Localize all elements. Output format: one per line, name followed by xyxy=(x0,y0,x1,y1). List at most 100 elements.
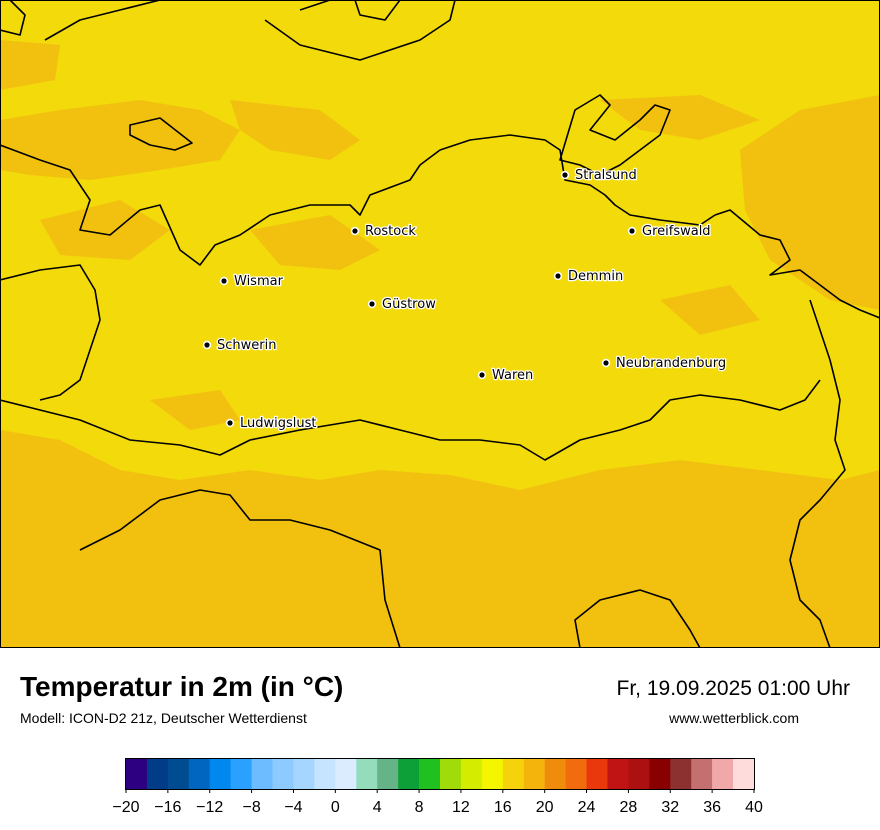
website-label: www.wetterblick.com xyxy=(669,710,799,726)
warm-area xyxy=(250,215,380,270)
colorbar-cell xyxy=(419,759,441,789)
border-line xyxy=(789,299,846,648)
colorbar-cell xyxy=(544,759,566,789)
colorbar-tick-label: 4 xyxy=(373,799,382,816)
border-line xyxy=(264,0,456,61)
city-label: Waren xyxy=(492,368,533,383)
colorbar-cell xyxy=(146,759,169,789)
colorbar-cell xyxy=(314,759,336,789)
border-line xyxy=(574,589,701,648)
warm-temperature-areas xyxy=(0,40,880,648)
warm-area xyxy=(230,100,360,160)
warm-area xyxy=(600,95,760,140)
colorbar-cell xyxy=(398,759,420,789)
colorbar-tick-label: 24 xyxy=(578,799,596,816)
city-label: Wismar xyxy=(234,274,284,289)
colorbar-cell xyxy=(481,759,504,789)
city-dot xyxy=(601,358,611,368)
city-dot xyxy=(202,340,212,350)
city-label: Demmin xyxy=(568,269,623,284)
warm-area xyxy=(40,200,170,260)
colorbar-tick-label: −20 xyxy=(112,799,139,816)
city-label: Ludwigslust xyxy=(240,416,317,431)
border-line xyxy=(44,0,161,41)
model-source: Modell: ICON-D2 21z, Deutscher Wetterdie… xyxy=(20,710,307,726)
border-line xyxy=(354,0,401,21)
city-dot xyxy=(560,170,570,180)
colorbar-cell xyxy=(607,759,629,789)
colorbar-tick-label: 8 xyxy=(415,799,424,816)
colorbar-cell xyxy=(377,759,399,789)
colorbar-cell xyxy=(188,759,211,789)
warm-area xyxy=(0,430,880,648)
city-waren: Waren xyxy=(477,367,535,384)
city-gstrow: Güstrow xyxy=(367,296,437,313)
colorbar-cell xyxy=(691,759,713,789)
city-dot xyxy=(477,370,487,380)
colorbar-cell xyxy=(523,759,545,789)
warm-area xyxy=(0,40,60,90)
temperature-colorbar: −20 −16 −12 −8 −4 0 4 8 12 16 20 24 28 32 36 40 xyxy=(112,758,763,816)
colorbar-cell xyxy=(293,759,315,789)
colorbar-cell xyxy=(586,759,608,789)
colorbar-cell xyxy=(565,759,587,789)
warm-area xyxy=(150,390,240,430)
border-line xyxy=(299,0,331,11)
colorbar-tick-label: 28 xyxy=(620,799,638,816)
colorbar-tick-label: 36 xyxy=(703,799,721,816)
colorbar-cell xyxy=(649,759,671,789)
city-stralsund: Stralsund xyxy=(560,167,638,184)
warm-area xyxy=(660,285,760,335)
border-line xyxy=(79,489,401,648)
colorbar-cell xyxy=(733,759,755,789)
colorbar-tick-label: −4 xyxy=(284,799,302,816)
colorbar-cell xyxy=(126,759,148,789)
colorbar-tick-label: 12 xyxy=(452,799,470,816)
colorbar-cell xyxy=(230,759,252,789)
colorbar-tick-label: 20 xyxy=(536,799,554,816)
colorbar-cell xyxy=(251,759,273,789)
colorbar-tick-label: 40 xyxy=(745,799,763,816)
colorbar-tick-label: −12 xyxy=(196,799,223,816)
colorbar-tick-label: 0 xyxy=(331,799,340,816)
colorbar-tick-label: −16 xyxy=(154,799,181,816)
city-schwerin: Schwerin xyxy=(202,337,278,354)
temperature-map: Stralsund Rostock Greifswald Wismar Demmin Gü… xyxy=(0,0,880,648)
city-markers: Stralsund Rostock Greifswald Wismar Demmin Gü… xyxy=(202,167,727,432)
colorbar-cell xyxy=(272,759,294,789)
border-line xyxy=(0,264,101,401)
colorbar-tick-label: 32 xyxy=(661,799,679,816)
city-label: Greifswald xyxy=(642,224,711,239)
city-greifswald: Greifswald xyxy=(627,223,712,240)
border-line xyxy=(714,209,880,319)
city-label: Stralsund xyxy=(575,168,637,183)
city-label: Schwerin xyxy=(217,338,276,353)
border-line xyxy=(129,117,193,151)
colorbar-cell xyxy=(440,759,462,789)
colorbar-cell xyxy=(356,759,378,789)
colorbar-cell xyxy=(209,759,231,789)
colorbar-cell xyxy=(460,759,483,789)
warm-area xyxy=(740,95,880,310)
coastline-and-borders xyxy=(0,0,880,648)
colorbar-tick-label: 16 xyxy=(494,799,512,816)
colorbar-cell xyxy=(670,759,692,789)
colorbar-cell xyxy=(628,759,650,789)
warm-area xyxy=(0,100,240,180)
city-wismar: Wismar xyxy=(219,273,285,290)
city-dot xyxy=(219,276,229,286)
city-ludwigslust: Ludwigslust xyxy=(225,415,318,432)
border-line xyxy=(0,134,716,266)
border-line xyxy=(0,0,26,36)
colorbar-cell xyxy=(712,759,734,789)
city-rostock: Rostock xyxy=(350,223,418,240)
city-dot xyxy=(367,299,377,309)
chart-title: Temperatur in 2m (in °C) xyxy=(20,671,344,702)
border-line xyxy=(559,94,671,176)
city-dot xyxy=(350,226,360,236)
city-dot xyxy=(627,226,637,236)
city-dot xyxy=(553,271,563,281)
city-label: Rostock xyxy=(365,224,416,239)
colorbar-cell xyxy=(335,759,357,789)
colorbar-frame xyxy=(125,758,755,790)
